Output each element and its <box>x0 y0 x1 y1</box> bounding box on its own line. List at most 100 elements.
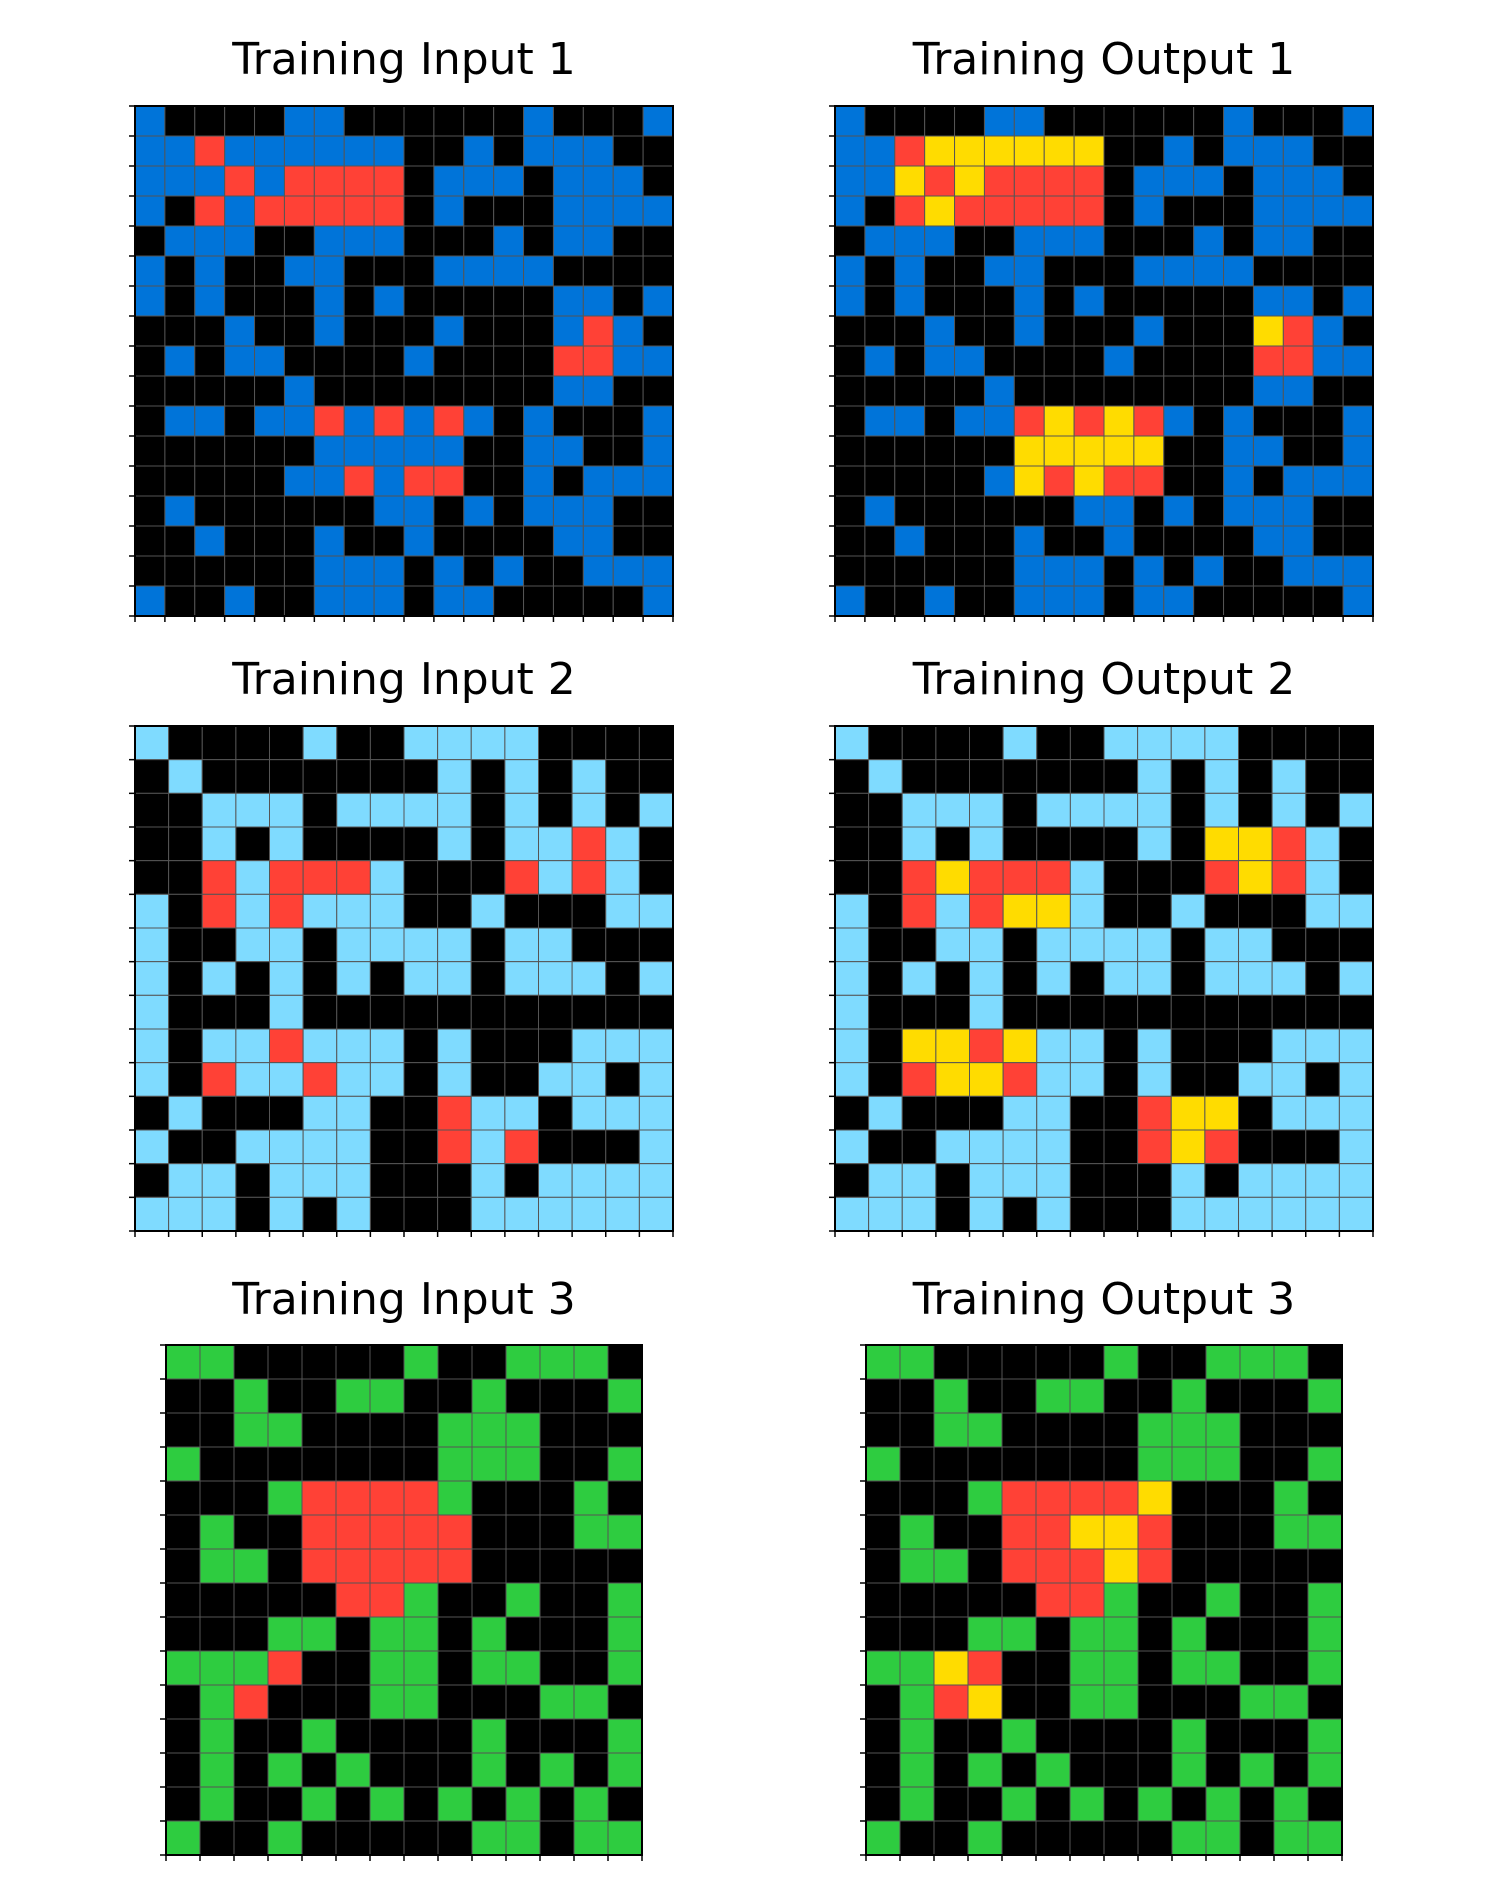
grid-cell <box>1307 1378 1343 1414</box>
grid-training-input-1 <box>129 105 674 622</box>
grid-cell <box>935 1062 970 1097</box>
grid-cell <box>134 1196 170 1232</box>
grid-cell <box>471 1752 507 1788</box>
grid-cell <box>552 345 584 377</box>
grid-cell <box>967 1548 1003 1584</box>
grid-cell <box>164 375 196 407</box>
grid-cell <box>1103 165 1135 197</box>
grid-cell <box>1170 792 1206 828</box>
grid-cell <box>969 860 1004 895</box>
grid-cell <box>969 1129 1004 1165</box>
grid-cell <box>1137 1582 1173 1618</box>
grid-cell <box>552 585 584 617</box>
grid-cell <box>1271 927 1307 963</box>
grid-cell <box>1205 1752 1241 1788</box>
grid-cell <box>1133 465 1165 497</box>
grid-cell <box>201 1028 237 1064</box>
grid-cell <box>1204 826 1239 862</box>
grid-cell <box>924 225 956 257</box>
grid-cell <box>983 255 1015 287</box>
grid-cell <box>834 1196 870 1232</box>
grid-cell <box>165 1344 201 1380</box>
grid-cell <box>194 375 226 407</box>
grid-cell <box>1001 1752 1037 1788</box>
grid-cell <box>573 1582 609 1618</box>
grid-cell <box>864 375 896 407</box>
grid-cell <box>864 405 896 437</box>
grid-cell <box>1069 1196 1105 1232</box>
grid-cell <box>607 1480 643 1516</box>
grid-cell <box>335 1684 371 1720</box>
grid-cell <box>433 345 465 377</box>
grid-cell <box>1103 1446 1139 1482</box>
grid-cell <box>605 826 640 862</box>
grid-cell <box>954 405 985 437</box>
grid-cell <box>1069 1650 1105 1686</box>
grid-cell <box>1137 1820 1173 1856</box>
grid-cell <box>1069 1129 1105 1165</box>
grid-cell <box>924 495 956 527</box>
grid-cell <box>1271 792 1307 828</box>
grid-cell <box>463 285 495 317</box>
grid-cell <box>403 1196 439 1232</box>
grid-cell <box>369 860 405 895</box>
grid-cell <box>403 1028 439 1064</box>
grid-cell <box>1193 255 1225 287</box>
grid-cell <box>1204 1095 1239 1131</box>
grid-cell <box>267 1446 303 1482</box>
grid-cell <box>433 405 465 437</box>
grid-cell <box>1013 375 1045 407</box>
grid-cell <box>1013 435 1045 467</box>
grid-cell <box>470 1095 506 1131</box>
grid-cell <box>1137 1514 1173 1550</box>
grid-cell <box>1036 1062 1071 1097</box>
grid-cell <box>403 1446 439 1482</box>
grid-cell <box>868 994 903 1030</box>
grid-cell <box>373 555 405 587</box>
grid-cell <box>134 893 170 929</box>
grid-cell <box>933 1480 969 1516</box>
grid-cell <box>1163 285 1195 317</box>
grid-cell <box>1137 1344 1173 1380</box>
grid-cell <box>605 1196 640 1232</box>
grid-cell <box>1338 725 1374 761</box>
grid-cell <box>470 1062 506 1097</box>
grid-cell <box>834 860 870 895</box>
grid-cell <box>1137 1446 1173 1482</box>
grid-cell <box>471 1412 507 1448</box>
grid-cell <box>224 195 256 227</box>
grid-cell <box>1069 1718 1105 1754</box>
grid-cell <box>523 405 554 437</box>
grid-cell <box>505 1616 541 1652</box>
grid-cell <box>1069 1548 1105 1584</box>
grid-cell <box>1133 135 1165 167</box>
grid-cell <box>403 1786 439 1822</box>
grid-cell <box>983 285 1015 317</box>
grid-cell <box>233 1480 269 1516</box>
grid-cell <box>935 961 970 996</box>
grid-cell <box>283 465 315 497</box>
grid-cell <box>403 345 435 377</box>
grid-cell <box>834 1028 870 1064</box>
grid-cell <box>638 961 674 996</box>
grid-cell <box>1133 585 1165 617</box>
grid-cell <box>199 1582 235 1618</box>
grid-cell <box>1312 465 1344 497</box>
grid-cell <box>403 1548 439 1584</box>
grid-cell <box>1002 792 1038 828</box>
grid-cell <box>642 375 674 407</box>
grid-cell <box>301 1514 337 1550</box>
grid-cell <box>1193 465 1225 497</box>
grid-cell <box>1073 255 1105 287</box>
grid-cell <box>523 495 554 527</box>
grid-cell <box>254 345 285 377</box>
grid-cell <box>343 435 375 467</box>
grid-cell <box>605 893 640 929</box>
grid-cell <box>201 1095 237 1131</box>
panel-title: Training Output 2 <box>912 654 1296 705</box>
grid-cell <box>1163 405 1195 437</box>
grid-cell <box>1205 1378 1241 1414</box>
grid-cell <box>403 1062 439 1097</box>
grid-cell <box>470 792 506 828</box>
grid-cell <box>373 495 405 527</box>
